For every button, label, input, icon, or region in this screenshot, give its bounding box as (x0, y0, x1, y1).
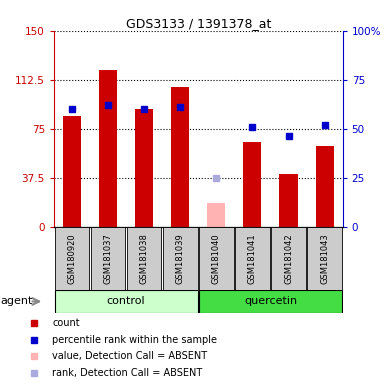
Bar (307, 227, 342, 290)
Text: quercetin: quercetin (244, 296, 297, 306)
Text: GSM181037: GSM181037 (104, 233, 112, 284)
Bar (199, 290, 342, 313)
Bar (55, 227, 89, 290)
Text: GSM181042: GSM181042 (284, 233, 293, 283)
Text: GSM181038: GSM181038 (140, 233, 149, 284)
Bar (135, 109, 153, 227)
Bar (280, 174, 298, 227)
Text: GSM181041: GSM181041 (248, 233, 257, 283)
Text: control: control (107, 296, 146, 306)
Text: value, Detection Call = ABSENT: value, Detection Call = ABSENT (52, 351, 207, 361)
Text: count: count (52, 318, 80, 328)
Text: rank, Detection Call = ABSENT: rank, Detection Call = ABSENT (52, 368, 203, 378)
Bar (316, 146, 334, 227)
Bar (55, 290, 198, 313)
Bar (91, 227, 126, 290)
Text: GSM181043: GSM181043 (320, 233, 329, 284)
Text: agent: agent (0, 296, 32, 306)
Bar (271, 227, 306, 290)
Text: GSM181039: GSM181039 (176, 233, 185, 284)
Bar (207, 203, 225, 227)
Text: percentile rank within the sample: percentile rank within the sample (52, 335, 217, 345)
Title: GDS3133 / 1391378_at: GDS3133 / 1391378_at (126, 17, 271, 30)
Bar (63, 116, 81, 227)
Bar (171, 87, 189, 227)
Text: GSM180920: GSM180920 (67, 233, 77, 283)
Bar (199, 227, 234, 290)
Bar (127, 227, 161, 290)
Bar (99, 70, 117, 227)
Text: GSM181040: GSM181040 (212, 233, 221, 283)
Bar (243, 142, 261, 227)
Bar (163, 227, 198, 290)
Bar (235, 227, 270, 290)
